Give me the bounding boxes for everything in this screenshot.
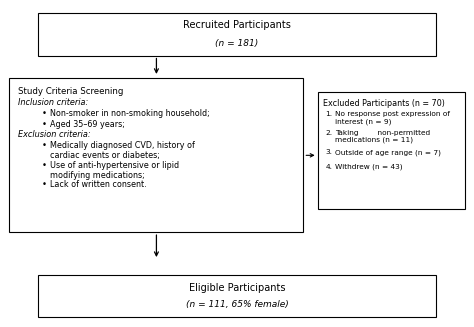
Text: Excluded Participants (n = 70): Excluded Participants (n = 70) — [323, 99, 445, 108]
Text: 2.: 2. — [326, 130, 333, 136]
Text: •: • — [42, 181, 46, 189]
Text: No response post expression of
interest (n = 9): No response post expression of interest … — [335, 111, 450, 125]
Text: •: • — [42, 109, 46, 118]
FancyBboxPatch shape — [38, 13, 436, 56]
Text: Lack of written consent.: Lack of written consent. — [50, 181, 146, 189]
FancyBboxPatch shape — [38, 275, 436, 317]
Text: Non-smoker in non-smoking household;: Non-smoker in non-smoking household; — [50, 109, 210, 118]
Text: Inclusion criteria:: Inclusion criteria: — [18, 98, 88, 108]
Text: 4.: 4. — [326, 164, 333, 170]
Text: (n = 111, 65% female): (n = 111, 65% female) — [186, 300, 288, 309]
Text: Withdrew (n = 43): Withdrew (n = 43) — [335, 164, 403, 170]
Text: Taking        non-permitted
medications (n = 11): Taking non-permitted medications (n = 11… — [335, 130, 430, 143]
Text: (n = 181): (n = 181) — [215, 39, 259, 48]
Text: •: • — [42, 141, 46, 150]
Text: Eligible Participants: Eligible Participants — [189, 283, 285, 293]
Text: Exclusion criteria:: Exclusion criteria: — [18, 130, 91, 139]
Text: Outside of age range (n = 7): Outside of age range (n = 7) — [335, 149, 441, 156]
FancyBboxPatch shape — [318, 92, 465, 209]
Text: •: • — [42, 161, 46, 170]
Text: Medically diagnosed CVD, history of
cardiac events or diabetes;: Medically diagnosed CVD, history of card… — [50, 141, 195, 160]
Text: Recruited Participants: Recruited Participants — [183, 20, 291, 30]
FancyBboxPatch shape — [9, 78, 303, 232]
Text: Study Criteria Screening: Study Criteria Screening — [18, 87, 123, 96]
Text: Use of anti-hypertensive or lipid
modifying medications;: Use of anti-hypertensive or lipid modify… — [50, 161, 179, 180]
Text: •: • — [42, 120, 46, 129]
Text: 3.: 3. — [326, 149, 333, 155]
Text: Aged 35–69 years;: Aged 35–69 years; — [50, 120, 125, 129]
Text: 1.: 1. — [326, 111, 333, 117]
